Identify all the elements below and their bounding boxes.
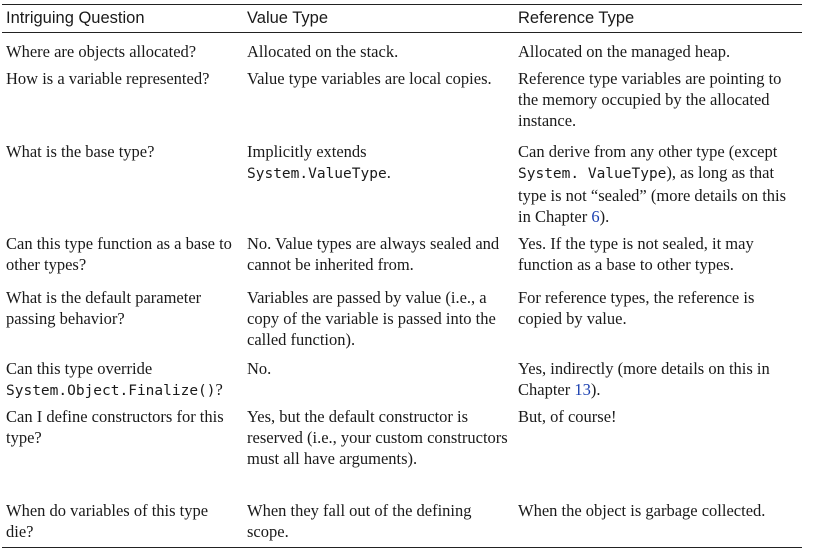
question-cell: Can I define constructors for this type? bbox=[6, 407, 224, 447]
question-cell: Can this type function as a base to othe… bbox=[6, 234, 232, 274]
table-row: How is a variable represented? Value typ… bbox=[2, 63, 802, 141]
reference-type-mid: ), as long as that type is not “sealed” … bbox=[518, 163, 787, 226]
value-type-cell: No. Value types are always sealed and ca… bbox=[247, 234, 500, 274]
reference-type-cell: Can derive from any other type (except S… bbox=[514, 141, 802, 233]
value-type-cell: When they fall out of the defining scope… bbox=[243, 500, 514, 548]
question-cell: Can this type override System.Object.Fina… bbox=[2, 358, 243, 406]
reference-type-after: ). bbox=[599, 207, 610, 226]
reference-type-cell: Yes, indirectly (more details on this in… bbox=[514, 358, 802, 406]
question-cell: What is the default parameter passing be… bbox=[6, 288, 202, 328]
question-cell: Where are objects allocated? bbox=[6, 42, 197, 61]
reference-type-pre: Yes, indirectly (more details on this in… bbox=[518, 359, 770, 399]
reference-type-code: System. ValueType bbox=[518, 166, 667, 182]
value-type-cell: Variables are passed by value (i.e., a c… bbox=[247, 288, 496, 349]
question-cell: How is a variable represented? bbox=[6, 69, 210, 88]
header-question: Intriguing Question bbox=[2, 4, 243, 33]
reference-type-after: ). bbox=[590, 380, 601, 399]
value-type-cell: Allocated on the stack. bbox=[247, 42, 399, 61]
value-type-cell: Value type variables are local copies. bbox=[247, 69, 492, 88]
question-cell: What is the base type? bbox=[6, 142, 155, 161]
header-reference-type: Reference Type bbox=[514, 4, 802, 33]
table-row: Can I define constructors for this type?… bbox=[2, 406, 802, 500]
header-row: Intriguing Question Value Type Reference… bbox=[2, 4, 802, 33]
value-type-cell: Yes, but the default constructor is rese… bbox=[247, 407, 508, 468]
header-value-type: Value Type bbox=[243, 4, 514, 33]
question-after: ? bbox=[215, 380, 223, 399]
reference-type-cell: For reference types, the reference is co… bbox=[518, 288, 755, 328]
reference-type-cell: Allocated on the managed heap. bbox=[518, 42, 731, 61]
question-code: System.Object.Finalize() bbox=[6, 383, 216, 399]
table-row: What is the default parameter passing be… bbox=[2, 287, 802, 358]
reference-type-cell: When the object is garbage collected. bbox=[514, 500, 802, 548]
table-row: Where are objects allocated? Allocated o… bbox=[2, 33, 802, 64]
value-type-text: Implicitly extends bbox=[247, 142, 367, 161]
table-row: Can this type override System.Object.Fina… bbox=[2, 358, 802, 406]
value-type-cell: Implicitly extends System.ValueType. bbox=[243, 141, 514, 233]
value-type-cell: No. bbox=[247, 359, 272, 378]
question-cell: When do variables of this type die? bbox=[2, 500, 243, 548]
value-type-after: . bbox=[386, 163, 391, 182]
table-row: Can this type function as a base to othe… bbox=[2, 233, 802, 287]
table-row: What is the base type? Implicitly extend… bbox=[2, 141, 802, 233]
reference-type-cell: Yes. If the type is not sealed, it may f… bbox=[518, 234, 754, 274]
reference-type-pre: Can derive from any other type (except bbox=[518, 142, 778, 161]
table-row: When do variables of this type die? When… bbox=[2, 500, 802, 548]
value-type-code: System.ValueType bbox=[247, 166, 387, 182]
question-text: Can this type override bbox=[6, 359, 153, 378]
reference-type-cell: But, of course! bbox=[518, 407, 617, 426]
comparison-table: Intriguing Question Value Type Reference… bbox=[2, 4, 802, 548]
reference-type-cell: Reference type variables are pointing to… bbox=[518, 69, 782, 130]
chapter-link[interactable]: 6 bbox=[591, 207, 600, 226]
chapter-link[interactable]: 13 bbox=[574, 380, 591, 399]
